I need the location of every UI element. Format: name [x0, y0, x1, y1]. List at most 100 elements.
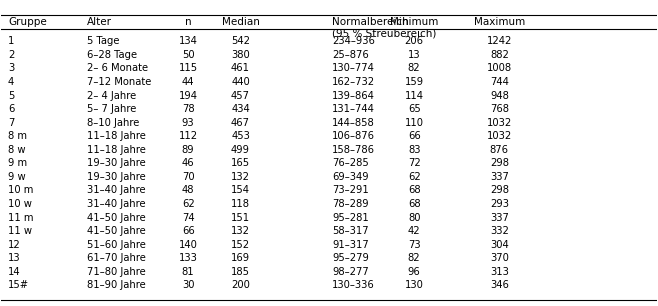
- Text: 132: 132: [231, 172, 250, 182]
- Text: 95–281: 95–281: [332, 213, 369, 222]
- Text: 68: 68: [408, 199, 420, 209]
- Text: 76–285: 76–285: [332, 158, 369, 168]
- Text: 13: 13: [408, 50, 420, 60]
- Text: 112: 112: [178, 131, 197, 141]
- Text: 434: 434: [231, 104, 250, 114]
- Text: 298: 298: [490, 158, 509, 168]
- Text: 95–279: 95–279: [332, 253, 369, 263]
- Text: 10 m: 10 m: [8, 185, 34, 196]
- Text: 151: 151: [231, 213, 250, 222]
- Text: 30: 30: [182, 280, 194, 290]
- Text: 80: 80: [408, 213, 420, 222]
- Text: 165: 165: [231, 158, 250, 168]
- Text: 876: 876: [490, 145, 509, 155]
- Text: 131–744: 131–744: [332, 104, 375, 114]
- Text: 2– 4 Jahre: 2– 4 Jahre: [87, 91, 136, 100]
- Text: 41–50 Jahre: 41–50 Jahre: [87, 213, 145, 222]
- Text: 132: 132: [231, 226, 250, 236]
- Text: 72: 72: [408, 158, 420, 168]
- Text: 19–30 Jahre: 19–30 Jahre: [87, 172, 145, 182]
- Text: 82: 82: [408, 63, 420, 73]
- Text: 313: 313: [490, 267, 509, 277]
- Text: 744: 744: [490, 77, 509, 87]
- Text: 106–876: 106–876: [332, 131, 375, 141]
- Text: 457: 457: [231, 91, 250, 100]
- Text: 4: 4: [8, 77, 14, 87]
- Text: 159: 159: [405, 77, 424, 87]
- Text: Minimum: Minimum: [390, 17, 438, 27]
- Text: 5: 5: [8, 91, 14, 100]
- Text: 7–12 Monate: 7–12 Monate: [87, 77, 151, 87]
- Text: 467: 467: [231, 118, 250, 128]
- Text: 11 w: 11 w: [8, 226, 32, 236]
- Text: 11–18 Jahre: 11–18 Jahre: [87, 145, 145, 155]
- Text: 61–70 Jahre: 61–70 Jahre: [87, 253, 145, 263]
- Text: 82: 82: [408, 253, 420, 263]
- Text: 440: 440: [231, 77, 250, 87]
- Text: 68: 68: [408, 185, 420, 196]
- Text: 50: 50: [182, 50, 195, 60]
- Text: 499: 499: [231, 145, 250, 155]
- Text: 169: 169: [231, 253, 250, 263]
- Text: 140: 140: [179, 240, 197, 250]
- Text: 768: 768: [490, 104, 509, 114]
- Text: 1: 1: [8, 36, 14, 46]
- Text: 96: 96: [408, 267, 420, 277]
- Text: 8 m: 8 m: [8, 131, 27, 141]
- Text: 66: 66: [182, 226, 195, 236]
- Text: 13: 13: [8, 253, 20, 263]
- Text: 134: 134: [179, 36, 197, 46]
- Text: 206: 206: [405, 36, 424, 46]
- Text: 130–336: 130–336: [332, 280, 375, 290]
- Text: Maximum: Maximum: [474, 17, 525, 27]
- Text: 110: 110: [405, 118, 424, 128]
- Text: 114: 114: [405, 91, 424, 100]
- Text: 453: 453: [231, 131, 250, 141]
- Text: 66: 66: [408, 131, 420, 141]
- Text: 73–291: 73–291: [332, 185, 369, 196]
- Text: 6–28 Tage: 6–28 Tage: [87, 50, 137, 60]
- Text: 44: 44: [182, 77, 194, 87]
- Text: 42: 42: [408, 226, 420, 236]
- Text: Median: Median: [222, 17, 259, 27]
- Text: 337: 337: [490, 172, 509, 182]
- Text: 1032: 1032: [487, 118, 512, 128]
- Text: 73: 73: [408, 240, 420, 250]
- Text: 15#: 15#: [8, 280, 29, 290]
- Text: 78–289: 78–289: [332, 199, 369, 209]
- Text: 62: 62: [408, 172, 420, 182]
- Text: 118: 118: [231, 199, 250, 209]
- Text: 370: 370: [490, 253, 509, 263]
- Text: 46: 46: [182, 158, 195, 168]
- Text: 83: 83: [408, 145, 420, 155]
- Text: 9 w: 9 w: [8, 172, 26, 182]
- Text: 185: 185: [231, 267, 250, 277]
- Text: 11–18 Jahre: 11–18 Jahre: [87, 131, 145, 141]
- Text: 93: 93: [182, 118, 195, 128]
- Text: 2– 6 Monate: 2– 6 Monate: [87, 63, 147, 73]
- Text: 194: 194: [178, 91, 197, 100]
- Text: 5– 7 Jahre: 5– 7 Jahre: [87, 104, 136, 114]
- Text: 380: 380: [231, 50, 250, 60]
- Text: 6: 6: [8, 104, 14, 114]
- Text: 11 m: 11 m: [8, 213, 34, 222]
- Text: 8 w: 8 w: [8, 145, 26, 155]
- Text: 304: 304: [490, 240, 509, 250]
- Text: 65: 65: [408, 104, 420, 114]
- Text: 332: 332: [490, 226, 509, 236]
- Text: 154: 154: [231, 185, 250, 196]
- Text: 152: 152: [231, 240, 250, 250]
- Text: 298: 298: [490, 185, 509, 196]
- Text: 98–277: 98–277: [332, 267, 369, 277]
- Text: 81: 81: [182, 267, 195, 277]
- Text: 78: 78: [182, 104, 195, 114]
- Text: Alter: Alter: [87, 17, 112, 27]
- Text: 130–774: 130–774: [332, 63, 375, 73]
- Text: 14: 14: [8, 267, 20, 277]
- Text: 882: 882: [490, 50, 509, 60]
- Text: 9 m: 9 m: [8, 158, 27, 168]
- Text: 115: 115: [178, 63, 197, 73]
- Text: 51–60 Jahre: 51–60 Jahre: [87, 240, 145, 250]
- Text: 5 Tage: 5 Tage: [87, 36, 119, 46]
- Text: 200: 200: [231, 280, 250, 290]
